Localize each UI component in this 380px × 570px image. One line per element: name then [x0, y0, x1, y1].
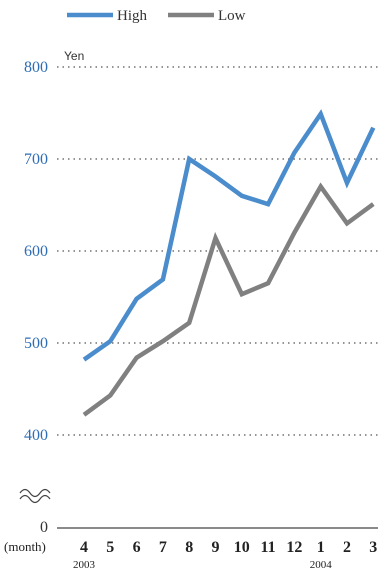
legend: High Low [67, 8, 246, 24]
axis-break-wave-2 [19, 494, 51, 504]
year-label-2003: 2003 [73, 559, 96, 570]
x-tick-label-11: 2 [343, 539, 351, 556]
y-tick-label-400: 400 [24, 427, 48, 444]
x-axis-ticks: 4 5 6 7 8 9 10 11 12 1 2 3 [80, 539, 377, 556]
series-line-low [82, 182, 375, 417]
legend-label-low: Low [218, 8, 246, 24]
series-line-high [82, 109, 376, 362]
x-tick-label-7: 10 [234, 539, 250, 556]
x-tick-label-1: 4 [80, 539, 88, 556]
x-tick-label-8: 11 [261, 539, 276, 556]
x-tick-label-2: 5 [106, 539, 114, 556]
x-tick-label-3: 6 [133, 539, 141, 556]
y-zero-label: 0 [40, 519, 48, 536]
y-axis-ticks: 400 500 600 700 800 [24, 59, 48, 444]
axis-break-wave-1 [19, 488, 51, 498]
series-lines [82, 109, 376, 417]
x-tick-label-12: 3 [369, 539, 377, 556]
y-tick-label-600: 600 [24, 243, 48, 260]
x-tick-label-9: 12 [286, 539, 302, 556]
year-labels: 2003 2004 [73, 559, 332, 570]
year-label-2004: 2004 [310, 559, 333, 570]
axis-break-icon [19, 488, 51, 504]
gridlines [57, 66, 378, 436]
x-tick-label-6: 9 [212, 539, 220, 556]
x-tick-label-4: 7 [159, 539, 167, 556]
y-tick-label-800: 800 [24, 59, 48, 76]
y-unit-label: Yen [64, 49, 84, 63]
x-tick-label-5: 8 [185, 539, 193, 556]
x-axis-prefix-label: (month) [4, 539, 46, 554]
y-tick-label-700: 700 [24, 151, 48, 168]
x-tick-label-10: 1 [317, 539, 325, 556]
y-tick-label-500: 500 [24, 335, 48, 352]
legend-label-high: High [117, 8, 148, 24]
